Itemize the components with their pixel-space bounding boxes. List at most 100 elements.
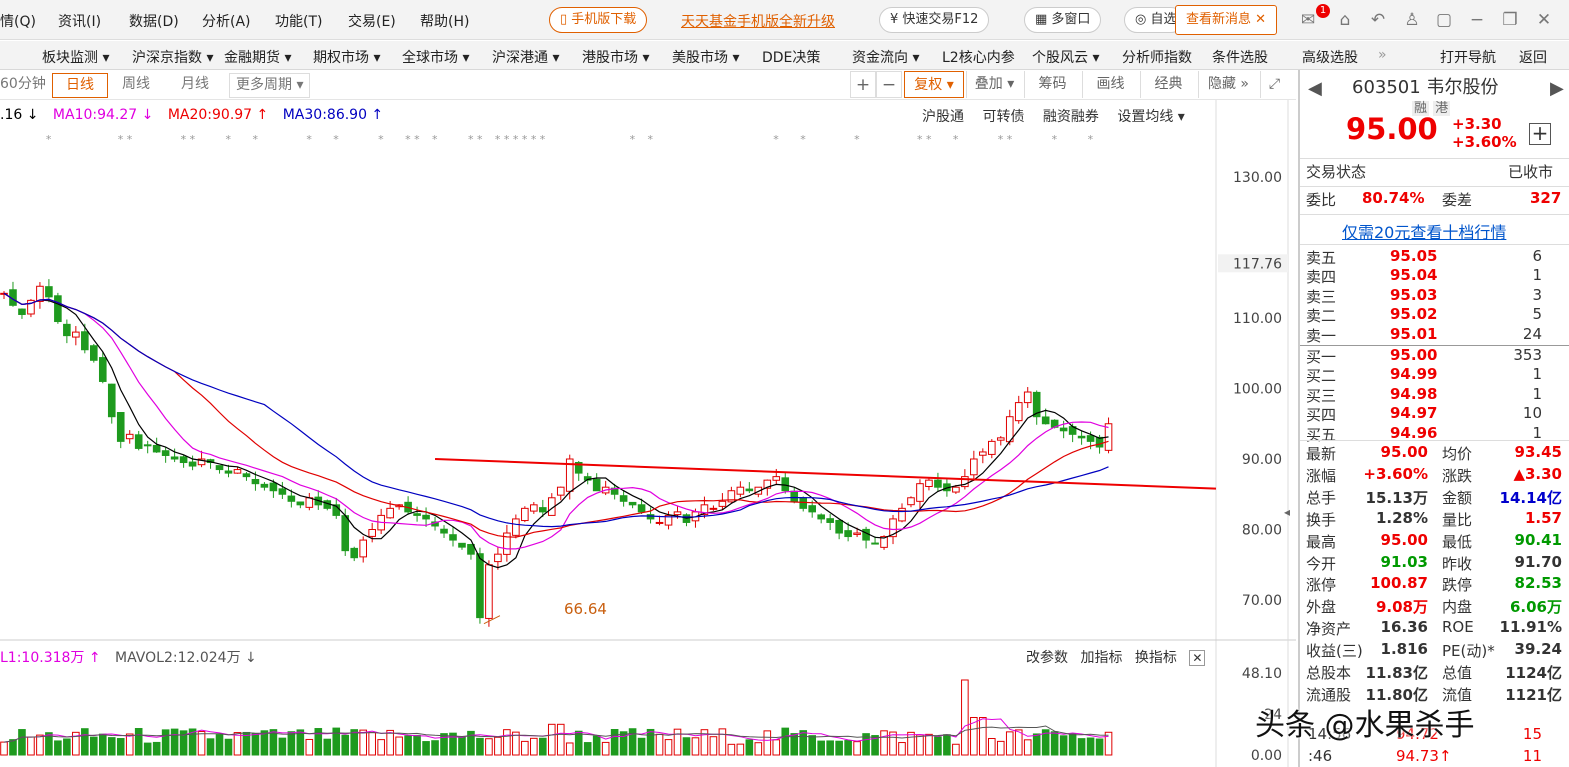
menu-analysis[interactable]: 分析(A) [202, 14, 251, 30]
menu-quotes[interactable]: 情(Q) [0, 14, 36, 30]
home-icon[interactable]: ⌂ [1339, 10, 1351, 30]
kline-chart-area[interactable]: 130.00 117.76 110.00 100.00 90.00 80.00 70.00 4… [0, 100, 1296, 767]
close-indicator-icon[interactable]: ✕ [1189, 650, 1206, 666]
volume-bar [179, 730, 188, 756]
collapse-handle-icon[interactable]: ◂ [1284, 505, 1291, 519]
tab-more-periods[interactable]: 更多周期 ▾ [229, 73, 311, 98]
volume-bar [916, 734, 924, 756]
change-params-link[interactable]: 改参数 [1026, 650, 1068, 666]
volume-tick-label: 24 [1264, 707, 1282, 723]
level10-promo-link[interactable]: 仅需20元查看十档行情 [1342, 223, 1507, 242]
nav-item[interactable]: 期权市场 ▾ [313, 50, 381, 66]
minimize-icon[interactable]: − [1469, 10, 1485, 30]
ask-label: 卖三 [1306, 287, 1337, 306]
next-stock-icon[interactable]: ▶ [1550, 78, 1564, 99]
nav-item[interactable]: 全球市场 ▾ [402, 50, 470, 66]
menu-help[interactable]: 帮助(H) [420, 14, 470, 30]
convertible-link[interactable]: 可转债 [982, 109, 1025, 125]
prev-stock-icon[interactable]: ◀ [1308, 78, 1322, 99]
news-notice-button[interactable]: 查看新消息 ✕ [1175, 5, 1278, 35]
volume-bar [1014, 729, 1023, 756]
zoom-in-button[interactable]: + [850, 71, 876, 98]
switch-indicator-link[interactable]: 换指标 [1134, 650, 1177, 666]
classic-button[interactable]: 经典 [1140, 71, 1196, 98]
add-indicator-link[interactable]: 加指标 [1080, 650, 1123, 666]
set-ma-link[interactable]: 设置均线 ▾ [1117, 109, 1185, 125]
zoom-out-button[interactable]: − [876, 71, 902, 98]
nav-item[interactable]: 沪深京指数 ▾ [132, 50, 214, 66]
volume-bar [359, 729, 367, 756]
fullscreen-icon[interactable]: ⤢ [1260, 71, 1288, 98]
nav-item[interactable]: 个股风云 ▾ [1032, 50, 1100, 66]
nav-item[interactable]: 分析师指数 [1122, 50, 1192, 66]
tab-60min[interactable]: 60分钟 [0, 76, 46, 92]
nav-more-icon[interactable]: » [1378, 47, 1387, 63]
menu-trade[interactable]: 交易(E) [348, 14, 396, 30]
candle-body [934, 479, 942, 488]
tab-daily[interactable]: 日线 [52, 73, 108, 98]
back-link[interactable]: 返回 [1519, 50, 1547, 66]
window-close-icon[interactable]: ✕ [1536, 10, 1552, 30]
quick-trade-button[interactable]: ¥ 快速交易F12 [879, 7, 990, 33]
margin-link[interactable]: 融资融券 [1042, 109, 1099, 125]
close-icon[interactable]: ✕ [1255, 12, 1267, 27]
nav-item[interactable]: 美股市场 ▾ [672, 50, 740, 66]
tab-weekly[interactable]: 周线 [122, 76, 150, 92]
volume-bar [565, 742, 574, 756]
nav-item[interactable]: 沪深港通 ▾ [492, 50, 560, 66]
volume-bar [422, 741, 430, 756]
hide-button[interactable]: 隐藏 » [1198, 71, 1258, 98]
kline-chart-svg[interactable]: 130.00 117.76 110.00 100.00 90.00 80.00 70.00 4… [0, 100, 1296, 767]
nav-item[interactable]: 高级选股 [1302, 50, 1358, 66]
info-marker: * [630, 133, 636, 146]
stats-l1: 最新 [1306, 445, 1337, 463]
tab-monthly[interactable]: 月线 [181, 76, 209, 92]
candle-body [889, 518, 897, 538]
candle-body [952, 486, 960, 493]
stats-v1: 91.03 [1380, 552, 1428, 571]
add-watchlist-icon[interactable]: + [1529, 123, 1551, 145]
nav-item[interactable]: 条件选股 [1212, 50, 1268, 66]
nav-item[interactable]: 港股市场 ▾ [582, 50, 650, 66]
maximize-icon[interactable]: ❐ [1502, 10, 1518, 30]
menu-news[interactable]: 资讯(I) [58, 14, 102, 30]
nav-item[interactable]: L2核心内参 [942, 50, 1015, 66]
stats-v2: 1124亿 [1505, 664, 1562, 682]
nav-item[interactable]: 板块监测 ▾ [42, 50, 110, 66]
mavol2-line [3, 725, 1109, 743]
bid-row: 买四 94.97 10 [1300, 404, 1569, 424]
open-nav-link[interactable]: 打开导航 [1440, 50, 1496, 66]
back-icon[interactable]: ↶ [1370, 10, 1386, 30]
mail-icon[interactable]: ✉ [1300, 10, 1316, 30]
self-select-button[interactable]: ◎ 自选 [1124, 7, 1184, 33]
bid-label: 买三 [1306, 386, 1337, 405]
nav-item[interactable]: 金融期货 ▾ [224, 50, 292, 66]
menu-function[interactable]: 功能(T) [275, 14, 323, 30]
multi-window-button[interactable]: ▦ 多窗口 [1024, 7, 1102, 33]
info-marker: * [773, 133, 779, 146]
layout-icon[interactable]: ▢ [1435, 10, 1453, 30]
mobile-download-button[interactable]: ▯ 手机版下载 [549, 7, 648, 33]
candle-body [296, 501, 305, 506]
chips-button[interactable]: 筹码 [1024, 71, 1080, 98]
volume-bar [431, 740, 439, 756]
candle-body [215, 465, 224, 471]
volume-bar [143, 742, 152, 756]
info-marker: * [306, 133, 312, 146]
adjust-button[interactable]: 复权 ▾ [904, 71, 964, 98]
bid-vol: 1 [1532, 384, 1542, 403]
ma20-line [3, 292, 1109, 538]
nav-item[interactable]: 资金流向 ▾ [852, 50, 920, 66]
weicha-value: 327 [1530, 189, 1562, 207]
menu-data[interactable]: 数据(D) [129, 14, 179, 30]
hk-connect-link[interactable]: 沪股通 [922, 109, 964, 125]
draw-button[interactable]: 画线 [1082, 71, 1138, 98]
volume-bar [862, 733, 870, 756]
skin-icon[interactable]: ♙ [1404, 10, 1420, 30]
watermark-text: 头条 @水果杀手 [1255, 708, 1475, 743]
nav-item[interactable]: DDE决策 [762, 50, 821, 66]
candle-body [72, 331, 80, 338]
overlay-button[interactable]: 叠加 ▾ [966, 71, 1022, 98]
promo-link[interactable]: 天天基金手机版全新升级 [681, 14, 835, 30]
candle-body [224, 470, 233, 474]
